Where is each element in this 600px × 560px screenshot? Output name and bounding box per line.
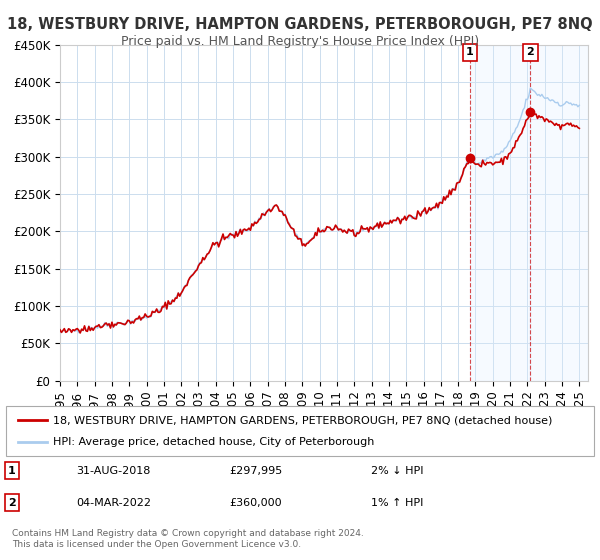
Text: 2: 2 — [8, 498, 16, 508]
Text: Contains HM Land Registry data © Crown copyright and database right 2024.
This d: Contains HM Land Registry data © Crown c… — [12, 529, 364, 549]
Text: 18, WESTBURY DRIVE, HAMPTON GARDENS, PETERBOROUGH, PE7 8NQ (detached house): 18, WESTBURY DRIVE, HAMPTON GARDENS, PET… — [53, 415, 553, 425]
Text: £297,995: £297,995 — [229, 465, 283, 475]
Text: 2: 2 — [526, 47, 534, 57]
Text: 1: 1 — [8, 465, 16, 475]
Text: 31-AUG-2018: 31-AUG-2018 — [77, 465, 151, 475]
Text: 04-MAR-2022: 04-MAR-2022 — [77, 498, 152, 508]
Text: £360,000: £360,000 — [229, 498, 282, 508]
Text: 1% ↑ HPI: 1% ↑ HPI — [371, 498, 423, 508]
Text: 2% ↓ HPI: 2% ↓ HPI — [371, 465, 423, 475]
FancyBboxPatch shape — [6, 406, 594, 456]
Text: HPI: Average price, detached house, City of Peterborough: HPI: Average price, detached house, City… — [53, 437, 374, 447]
Bar — [530, 45, 588, 381]
Text: 18, WESTBURY DRIVE, HAMPTON GARDENS, PETERBOROUGH, PE7 8NQ: 18, WESTBURY DRIVE, HAMPTON GARDENS, PET… — [7, 17, 593, 32]
Bar — [470, 45, 530, 381]
Text: 1: 1 — [466, 47, 473, 57]
Text: Price paid vs. HM Land Registry's House Price Index (HPI): Price paid vs. HM Land Registry's House … — [121, 35, 479, 48]
